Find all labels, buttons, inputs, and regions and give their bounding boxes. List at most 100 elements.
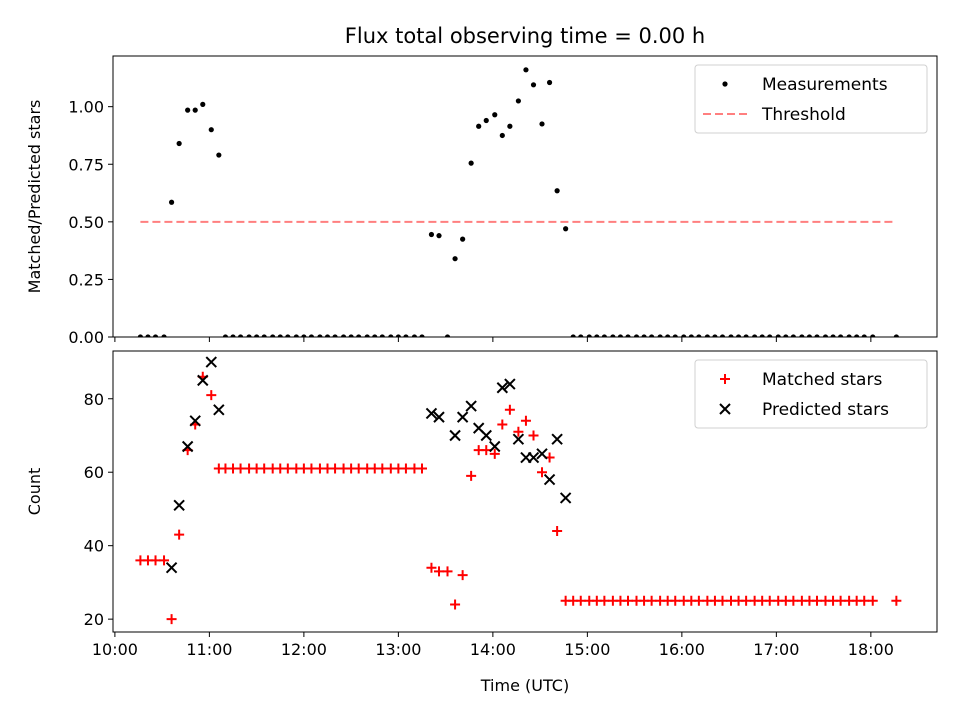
x-tick-label: 16:00: [659, 640, 705, 659]
matched-star-point: [306, 463, 317, 474]
measurement-point: [254, 334, 260, 337]
legend-label: Predicted stars: [762, 400, 889, 420]
matched-star-point: [741, 595, 752, 606]
predicted-star-point: [536, 448, 548, 460]
measurement-point: [870, 334, 876, 337]
y-tick-label: 80: [84, 390, 104, 409]
matched-star-point: [552, 525, 563, 536]
chart-title: Flux total observing time = 0.00 h: [345, 24, 705, 48]
matched-star-point: [764, 595, 775, 606]
predicted-star-point: [504, 378, 516, 390]
matched-star-point: [377, 463, 388, 474]
x-tick-label: 13:00: [375, 640, 421, 659]
measurement-point: [554, 188, 560, 194]
predicted-star-point: [551, 433, 563, 445]
measurement-point: [270, 334, 276, 337]
matched-star-point: [504, 404, 515, 415]
measurement-point: [237, 334, 244, 337]
panel-2: 10:00 11:00 12:00 13:00 14:00 15:00 16:00 17:00…: [25, 350, 938, 695]
measurement-point: [665, 334, 671, 337]
measurement-point: [395, 334, 401, 337]
matched-star-point: [513, 426, 524, 437]
matched-star-point: [859, 595, 870, 606]
panel-1: Flux total observing time = 0.00 h 0.00 0.…: [25, 24, 938, 347]
measurement-point: [230, 334, 236, 337]
x-axis-label: Time (UTC): [480, 676, 569, 695]
measurement-point: [356, 334, 362, 337]
matched-star-point: [646, 595, 657, 606]
predicted-star-point: [181, 440, 194, 453]
y-tick-label: 0.25: [68, 270, 104, 289]
plot-frame: [112, 350, 938, 633]
matched-star-point: [166, 614, 177, 625]
matched-star-point: [520, 415, 531, 426]
measurement-point: [546, 79, 553, 86]
predicted-star-point: [512, 433, 525, 445]
measurement-point: [578, 334, 584, 337]
matched-star-point: [330, 463, 341, 474]
measurement-point: [735, 334, 742, 337]
y-axis-label: Count: [25, 468, 44, 516]
legend-box: [694, 64, 928, 134]
matched-star-point: [537, 467, 548, 478]
measurement-point: [176, 140, 182, 147]
measurement-point: [846, 334, 852, 337]
measurement-point: [728, 334, 734, 337]
measurement-point: [293, 334, 299, 337]
measurement-point: [246, 334, 252, 337]
measurement-point: [688, 334, 694, 337]
measurement-point: [523, 67, 529, 73]
measurement-point: [324, 334, 331, 337]
measurement-point: [379, 334, 385, 337]
measurement-point: [145, 334, 151, 337]
matched-star-point: [788, 595, 799, 606]
matched-star-point: [717, 595, 728, 606]
measurement-point: [681, 334, 687, 337]
measurement-point: [168, 199, 175, 205]
measurement-point: [161, 334, 167, 337]
measurement-point: [601, 334, 607, 337]
measurement-point: [515, 98, 521, 104]
measurement-point: [672, 334, 678, 337]
measurement-point: [563, 226, 569, 232]
matched-star-point: [442, 566, 453, 577]
measurement-point: [507, 123, 513, 129]
matched-star-point: [259, 463, 270, 474]
measurement-point: [790, 334, 796, 337]
measurement-point: [617, 334, 624, 337]
predicted-star-point: [173, 499, 185, 511]
predicted-star-point: [559, 492, 572, 504]
measurement-point: [137, 334, 144, 337]
matched-star-point: [891, 595, 902, 606]
measurement-point: [775, 334, 781, 337]
measurement-point: [861, 334, 867, 337]
predicted-star-point: [456, 411, 469, 423]
measurement-point: [208, 127, 214, 133]
predicted-star-point: [205, 356, 217, 368]
measurement-point: [822, 334, 829, 337]
matched-star-point: [489, 448, 500, 459]
measurement-point: [483, 117, 489, 124]
x-tick-label: 11:00: [186, 640, 232, 659]
measurement-point: [743, 334, 749, 337]
measurement-point: [364, 334, 370, 337]
measurement-point: [468, 160, 474, 166]
measurement-point: [830, 334, 836, 337]
plot-frame: [112, 55, 938, 338]
legend-dot-icon: [722, 81, 728, 87]
measurement-point: [301, 334, 307, 337]
measurement-point: [799, 334, 805, 337]
matched-star-point: [623, 595, 633, 606]
measurement-point: [340, 334, 347, 337]
measurement-point: [625, 334, 631, 337]
predicted-star-point: [165, 562, 178, 574]
measurement-point: [499, 132, 505, 139]
matched-star-point: [353, 463, 364, 474]
predicted-star-point: [189, 415, 201, 427]
measurement-point: [372, 334, 378, 337]
legend-box: [694, 359, 928, 429]
measurement-point: [610, 334, 616, 337]
x-tick-label: 15:00: [564, 640, 610, 659]
matched-star-point: [835, 595, 846, 606]
predicted-star-point: [465, 400, 477, 412]
